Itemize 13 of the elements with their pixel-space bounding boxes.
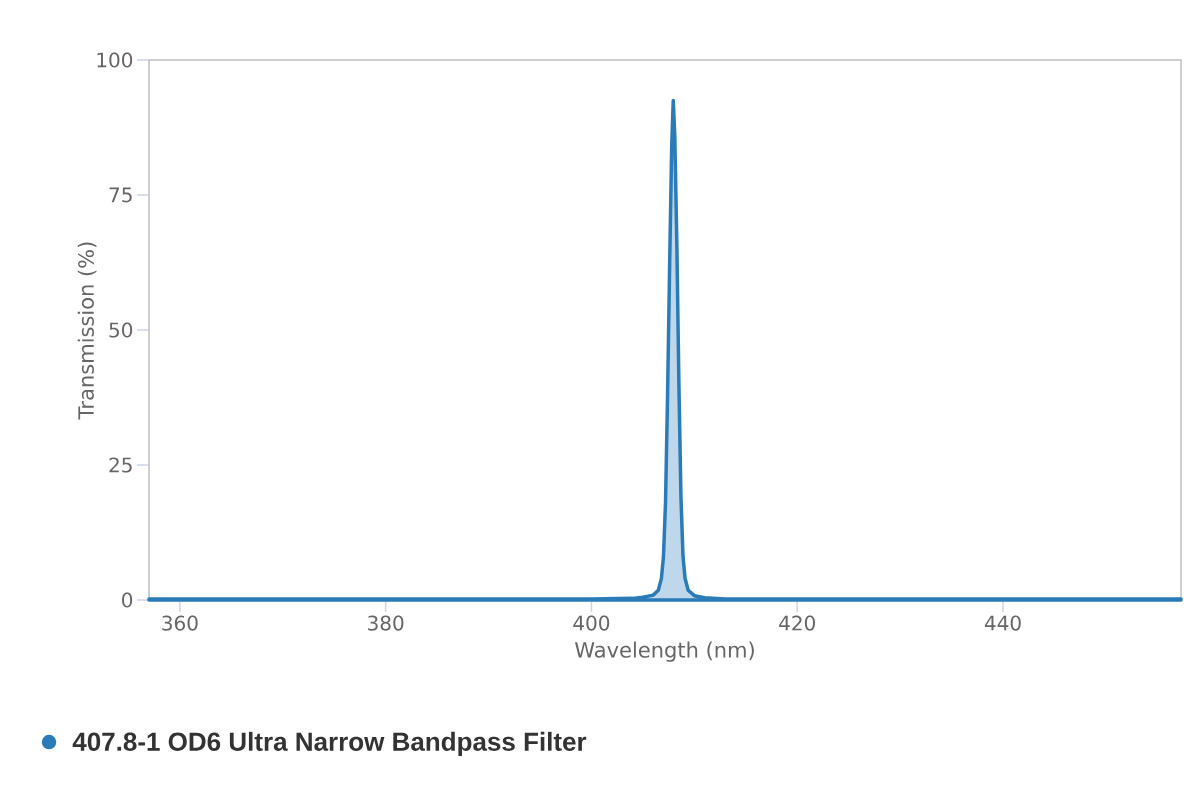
y-axis-title: Transmission (%) xyxy=(77,242,97,420)
text: 407.8-1 OD6 Ultra Narrow Bandpass Filter xyxy=(72,731,587,757)
y-tick-label: 100 xyxy=(97,52,133,68)
y-tick-label: 75 xyxy=(109,187,132,203)
x-axis-title: Wavelength (nm) xyxy=(575,641,754,662)
y-tick-label: 50 xyxy=(109,322,133,338)
x-tick-label: 420 xyxy=(779,615,815,631)
x-tick-label: 440 xyxy=(984,615,1021,631)
x-tick-label: 400 xyxy=(573,615,610,631)
x-tick-label: 380 xyxy=(368,615,404,631)
y-tick-label: 25 xyxy=(109,457,132,473)
y-tick-label: 0 xyxy=(122,592,133,608)
x-tick-label: 360 xyxy=(162,615,198,631)
